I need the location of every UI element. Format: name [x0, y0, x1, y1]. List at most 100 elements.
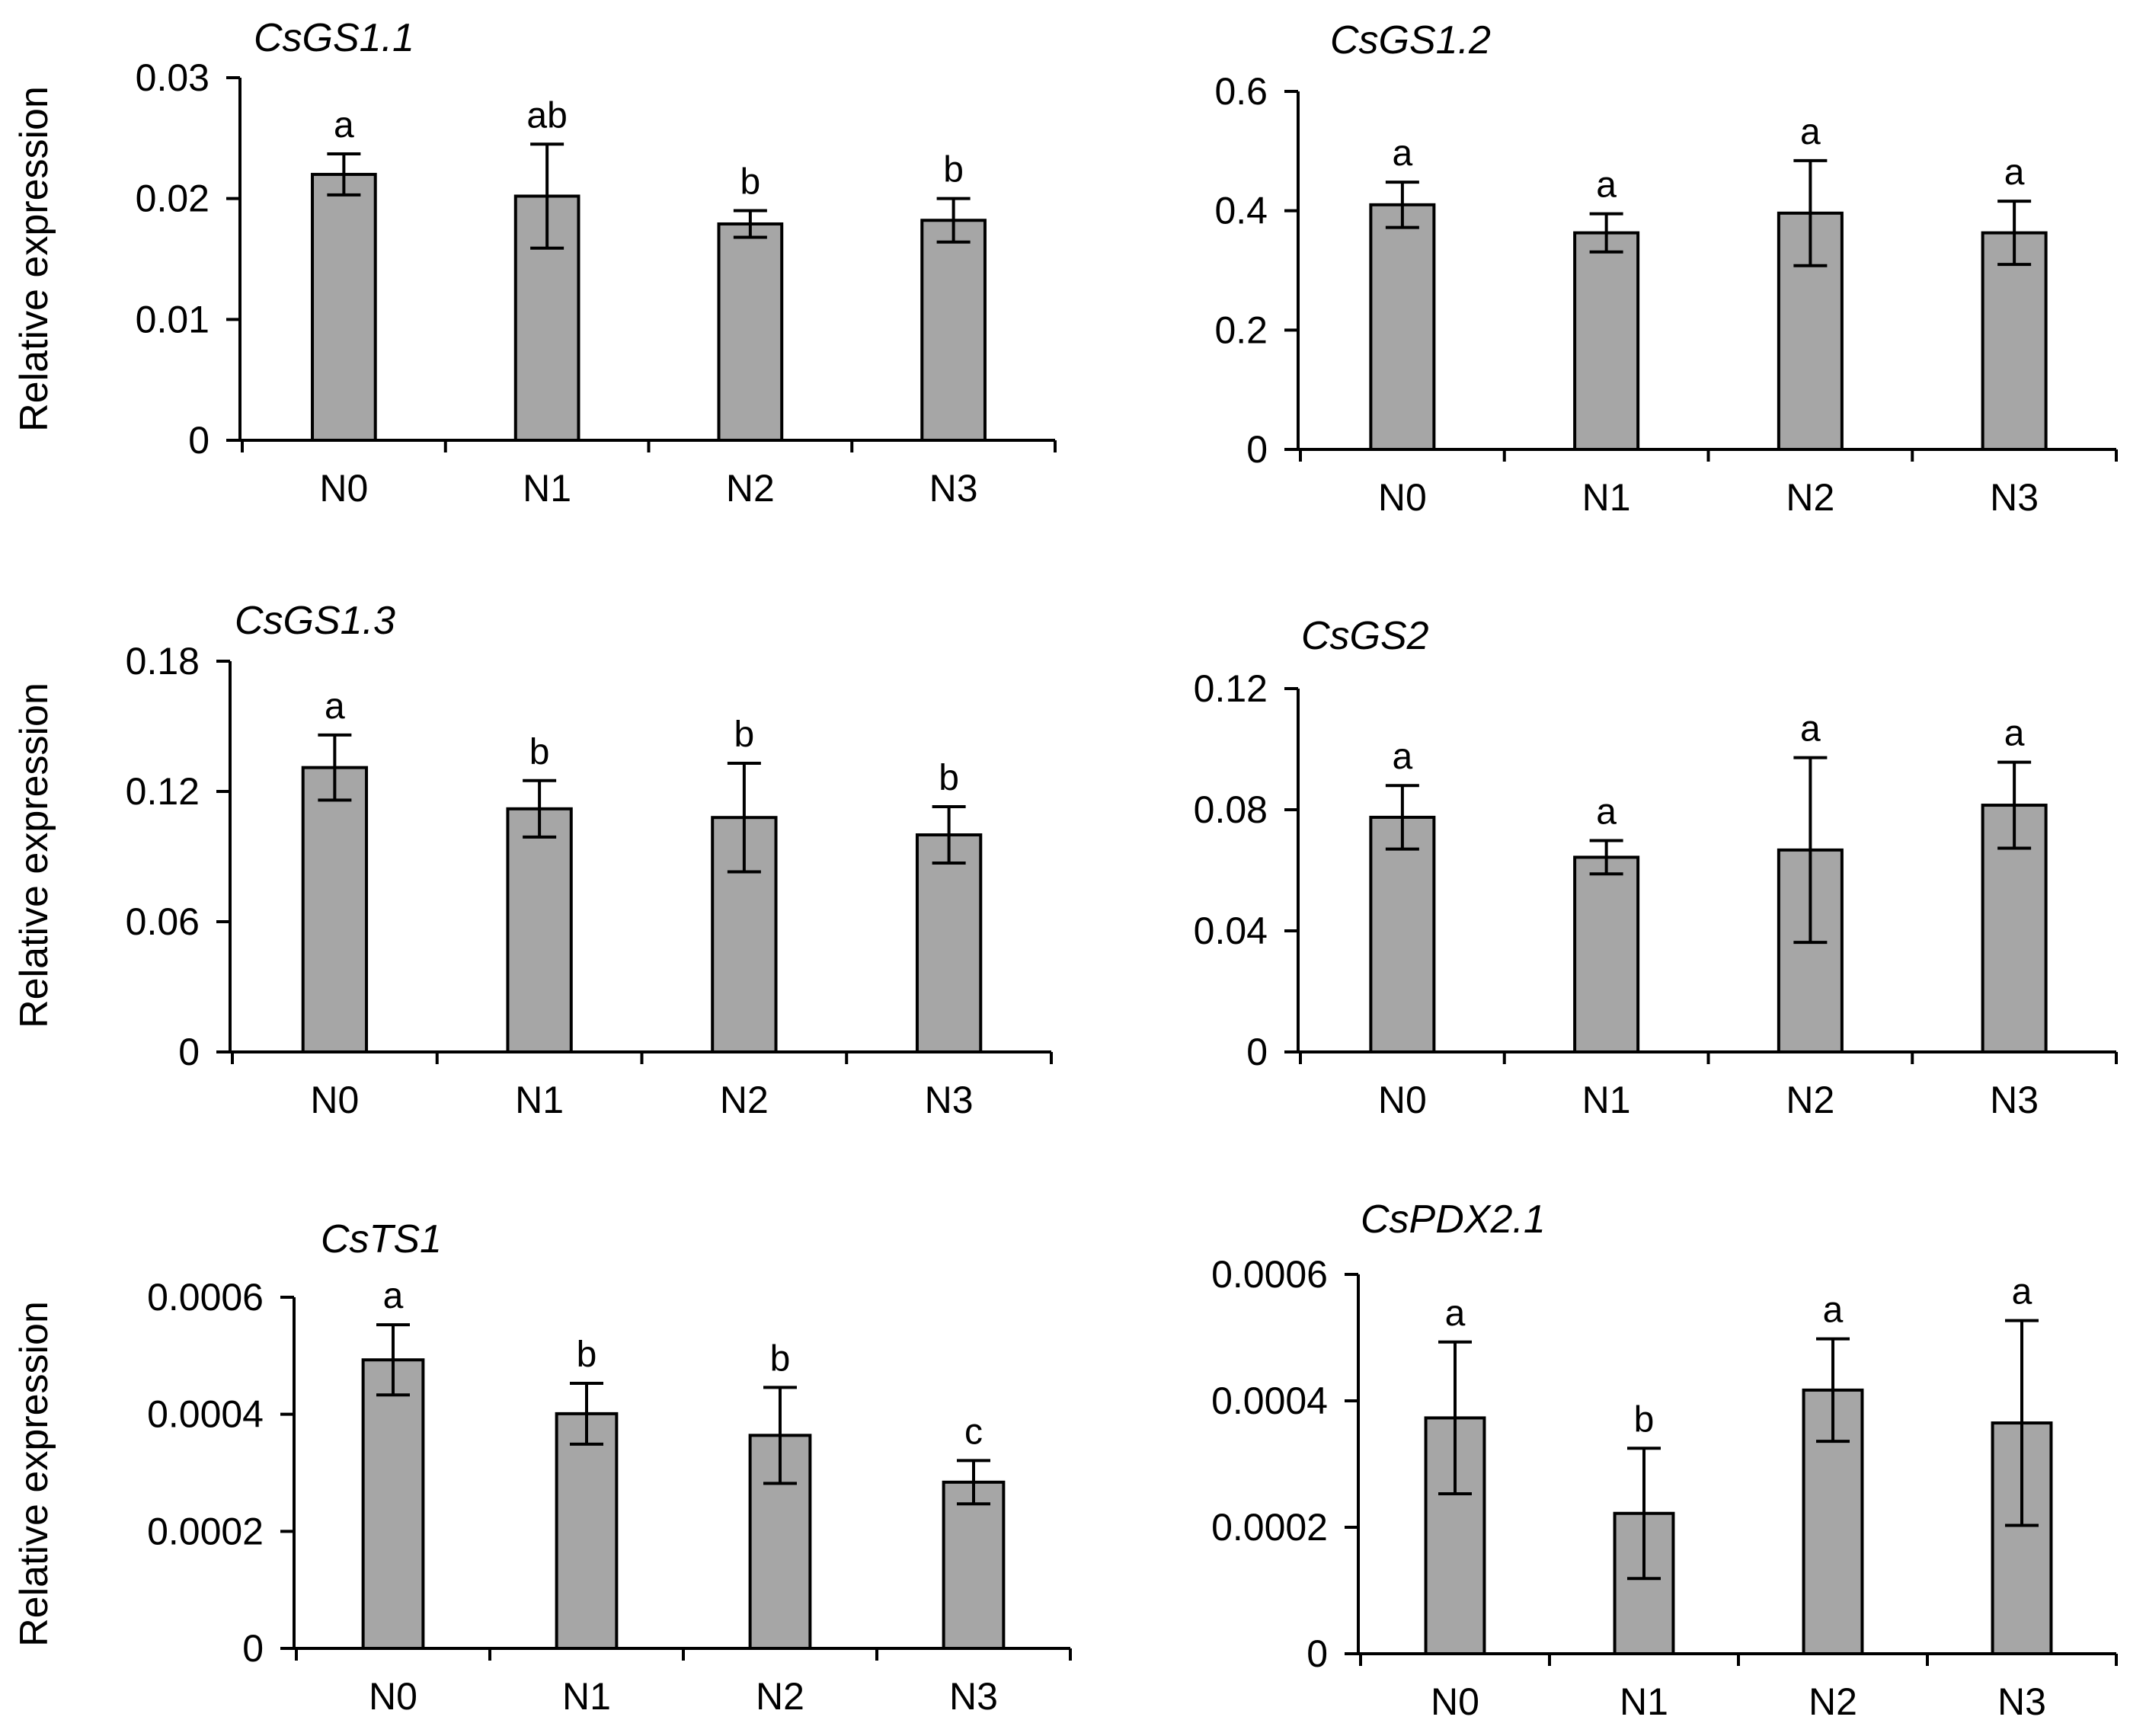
y-tick-label: 0.12: [1194, 667, 1268, 710]
bar-n0: [1369, 815, 1436, 1053]
x-tick-label: N0: [1378, 1079, 1427, 1121]
y-tick-label: 0.18: [126, 640, 200, 683]
x-tick-label: N2: [756, 1675, 804, 1718]
x-tick-label: N3: [1990, 1079, 2039, 1121]
y-tick-label: 0.03: [136, 56, 209, 99]
significance-label: a: [1596, 792, 1617, 833]
panel-title: CsGS1.1: [254, 16, 414, 60]
y-tick-label: 0.0006: [147, 1276, 264, 1319]
bar-n0: [311, 172, 377, 443]
y-tick-label: 0.02: [136, 177, 209, 220]
significance-label: b: [1634, 1399, 1655, 1440]
error-bar-n3: [932, 804, 966, 865]
chart-panel-1: CsGS1.1 Relative expression a N0 ab N1 b N2 b N3 0…: [12, 16, 1057, 510]
error-bar-n0: [1438, 1340, 1472, 1496]
x-tick-label: N1: [562, 1675, 611, 1718]
error-bar-n3: [2005, 1319, 2039, 1527]
y-tick-label: 0.0006: [1211, 1253, 1328, 1296]
x-tick-label: N0: [1378, 476, 1427, 519]
significance-label: b: [529, 732, 550, 772]
significance-label: b: [577, 1335, 597, 1375]
error-bar-n2: [1793, 756, 1828, 945]
significance-label: a: [325, 686, 345, 727]
x-tick-label: N2: [1809, 1680, 1857, 1723]
bar-n1: [1573, 855, 1640, 1053]
significance-label: a: [1823, 1290, 1844, 1331]
error-bar-n0: [1385, 181, 1419, 229]
bar-n0: [361, 1358, 425, 1650]
chart-panel-2: CsGS1.2 a N0 a N1 a N2 a N3 0 0.2 0.4 0.6: [1214, 18, 2118, 519]
y-tick-label: 0.04: [1194, 910, 1268, 952]
error-bar-n1: [1627, 1447, 1661, 1581]
error-bar-n2: [727, 761, 761, 874]
significance-label: b: [740, 162, 761, 203]
bar-n1: [506, 807, 573, 1054]
error-bar-n0: [1385, 784, 1419, 851]
error-bar-n2: [733, 209, 767, 239]
x-tick-label: N1: [515, 1079, 564, 1121]
significance-label: c: [964, 1411, 983, 1452]
x-tick-label: N3: [949, 1675, 998, 1718]
bar-n3: [942, 1480, 1006, 1650]
y-tick-label: 0.6: [1214, 70, 1268, 113]
bar-n3: [915, 833, 983, 1053]
chart-panel-4: CsGS2 a N0 a N1 a N2 a N3 0 0.04 0.08 0.12: [1194, 614, 2118, 1121]
error-bar-n1: [1589, 839, 1623, 876]
chart-panel-6: CsPDX2.1 a N0 b N1 a N2 a N3 0 0.0002 0.0004 0.0006: [1211, 1197, 2118, 1723]
significance-label: a: [334, 105, 354, 145]
x-tick-label: N0: [310, 1079, 359, 1121]
x-tick-label: N2: [1786, 1079, 1834, 1121]
x-tick-label: N0: [1431, 1680, 1479, 1723]
significance-label: a: [1596, 165, 1617, 206]
error-bar-n0: [318, 733, 352, 802]
error-bar-n3: [936, 197, 971, 244]
y-tick-label: 0: [1306, 1632, 1328, 1675]
significance-label: a: [2012, 1272, 2032, 1312]
y-tick-label: 0.2: [1214, 309, 1268, 351]
panel-title: CsGS1.2: [1330, 18, 1491, 62]
significance-label: ab: [526, 95, 567, 136]
x-tick-label: N3: [925, 1079, 974, 1121]
significance-label: a: [383, 1276, 404, 1316]
error-bar-n3: [1997, 760, 2032, 850]
significance-label: a: [1393, 133, 1413, 174]
bar-n3: [920, 219, 987, 442]
error-bar-n1: [530, 142, 564, 250]
error-bar-n2: [763, 1386, 797, 1485]
x-tick-label: N3: [1997, 1680, 2046, 1723]
x-tick-label: N1: [1620, 1680, 1668, 1723]
significance-label: b: [734, 715, 755, 755]
y-tick-label: 0.08: [1194, 788, 1268, 831]
x-tick-label: N1: [1582, 476, 1631, 519]
error-bar-n2: [1816, 1337, 1850, 1443]
y-tick-label: 0.0004: [147, 1393, 264, 1436]
error-bar-n0: [327, 152, 361, 197]
bar-n1: [1573, 231, 1640, 451]
panel-title: CsGS1.3: [235, 599, 395, 643]
error-bar-n1: [1589, 212, 1623, 254]
bar-n2: [717, 222, 784, 442]
y-tick-label: 0.0002: [1211, 1506, 1328, 1549]
significance-label: b: [939, 758, 959, 798]
y-axis-title: Relative expression: [12, 86, 56, 432]
y-tick-label: 0.06: [126, 900, 200, 943]
y-tick-label: 0: [242, 1627, 264, 1670]
significance-label: b: [770, 1338, 791, 1379]
y-tick-label: 0: [1246, 428, 1268, 471]
y-axis-title: Relative expression: [12, 683, 56, 1028]
significance-label: a: [1800, 709, 1821, 750]
significance-label: a: [2004, 152, 2025, 193]
error-bar-n1: [523, 778, 557, 839]
error-bar-n0: [376, 1323, 410, 1397]
y-tick-label: 0.0002: [147, 1510, 264, 1552]
y-tick-label: 0.01: [136, 298, 209, 340]
significance-label: a: [1445, 1293, 1466, 1334]
y-tick-label: 0: [1246, 1031, 1268, 1073]
x-tick-label: N1: [1582, 1079, 1631, 1121]
bar-n0: [1369, 203, 1436, 451]
panel-title: CsGS2: [1301, 614, 1429, 658]
x-tick-label: N2: [1786, 476, 1834, 519]
y-tick-label: 0: [178, 1031, 200, 1073]
significance-label: a: [1800, 112, 1821, 152]
